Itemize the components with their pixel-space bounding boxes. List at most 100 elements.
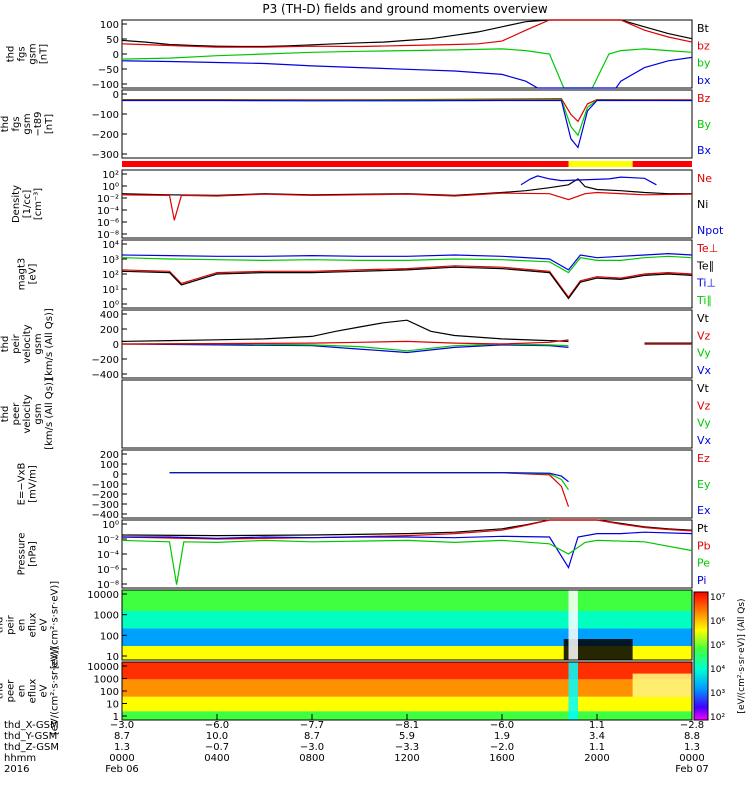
legend-entry: Vt: [697, 382, 710, 395]
y-axis-label-line: gsm: [33, 403, 44, 424]
y-tick-label: 10²: [102, 170, 119, 181]
y-tick-label: −100: [92, 480, 119, 491]
series-line-Pe: [121, 539, 693, 585]
panel-4: 10⁴ 10³ 10² 10¹ 10⁰ magt3[eV] Te⊥ Te∥ Ti⊥ Ti∥: [17, 239, 718, 311]
y-axis-label: thdpeirenefluxeV[eV/(cm²·s·sr·eV)]: [0, 581, 61, 669]
panel-frame: [121, 519, 693, 589]
x-tick-label: −2.8: [680, 720, 704, 731]
y-tick-label: 10⁰: [102, 182, 119, 193]
y-tick-label: 10⁻⁴: [97, 206, 119, 217]
panel-6: thdpeervelocitygsm[km/s (All Qs)] Vt Vz Vy V…: [0, 378, 712, 450]
colorbar-tick-label: 10⁷: [710, 593, 725, 603]
series-line-Ne: [121, 191, 693, 221]
x-tick-label: 1200: [394, 753, 419, 764]
y-tick-label: −400: [92, 370, 119, 381]
y-axis-label-line: thd: [0, 617, 6, 634]
x-tick-label: −6.0: [490, 720, 514, 731]
y-axis-label: magt3[eV]: [17, 258, 39, 291]
x-tick-label: 5.9: [399, 731, 415, 742]
y-axis-label-line: [km/s (All Qs)]: [44, 308, 55, 380]
legend-entry: Vz: [697, 399, 711, 412]
x-tick-label: −3.0: [110, 720, 134, 731]
mode-bar-segment: [568, 161, 633, 167]
panel-frame: [121, 89, 693, 159]
y-axis-label-line: −t89: [33, 111, 44, 136]
series-line-Vt: [121, 319, 692, 344]
heatmap-patch: [632, 673, 692, 697]
panel-frame: [121, 19, 693, 89]
y-tick-label: 10000: [87, 662, 119, 673]
y-tick-label: −50: [98, 65, 119, 76]
panel-frame: [121, 589, 693, 661]
y-tick-label: 0: [113, 90, 119, 101]
y-axis-label-line: peir: [11, 333, 22, 353]
y-tick-label: 10²: [102, 270, 119, 281]
y-axis-label-line: [km/s (All Qs)]: [44, 378, 55, 450]
legend-entry: Ez: [697, 452, 710, 465]
legend-entry: Vx: [697, 364, 712, 377]
y-tick-label: 0: [113, 50, 119, 61]
x-tick-label: 1600: [489, 753, 514, 764]
y-axis-label-line: gsm: [22, 113, 33, 134]
legend-entry: Ex: [697, 504, 711, 517]
legend-entry: Npot: [697, 224, 724, 237]
y-axis-label-line: thd: [0, 683, 6, 700]
series-line-bx: [121, 56, 693, 89]
series-line-by: [121, 48, 693, 89]
heatmap-patch: [568, 590, 578, 660]
x-tick-label: 0800: [299, 753, 324, 764]
legend-entry: Te∥: [696, 259, 714, 272]
legend-entry: Ti∥: [696, 294, 712, 307]
heatmap-patch: [563, 639, 633, 660]
y-axis-label: thdpeerenefluxeV[eV/(cm²·s·sr·eV)]: [0, 647, 61, 735]
x-tick-label: −3.0: [300, 742, 324, 753]
y-tick-label: 10: [106, 700, 119, 711]
y-axis-label-line: [eV]: [28, 264, 39, 285]
y-tick-label: 10³: [102, 255, 119, 266]
x-row-label: hhmm: [4, 753, 36, 764]
legend-entry: Pb: [697, 539, 711, 552]
y-axis-label-line: [eV/(cm²·s·sr·eV)]: [50, 581, 61, 669]
x-row-label: thd_Y-GSM: [4, 731, 57, 742]
panel-9: 10000 1000 100 10 thdpeirenefluxeV[eV/(cm²·s…: [0, 581, 693, 669]
y-tick-label: 400: [100, 310, 119, 321]
y-axis-label: thdfgsgsm−t89[nT]: [0, 111, 55, 136]
legend-entry: Pe: [697, 557, 710, 570]
y-tick-label: 10000: [87, 590, 119, 601]
y-axis-label-line: peer: [6, 679, 17, 703]
y-tick-label: 10⁰: [102, 520, 119, 531]
y-axis-label-line: [cm⁻³]: [33, 188, 44, 220]
y-tick-label: 100: [100, 460, 119, 471]
y-tick-label: −400: [92, 510, 119, 521]
y-tick-label: 10⁻⁸: [97, 580, 119, 591]
colorbar-tick-label: 10²: [710, 713, 725, 723]
y-axis-label-line: thd: [0, 336, 11, 353]
x-tick-label: −6.0: [205, 720, 229, 731]
y-axis-label-line: fgs: [17, 46, 28, 61]
panel-frame: [121, 169, 693, 239]
legend-entry: by: [697, 57, 711, 70]
series-line-Ti⊥: [121, 252, 693, 271]
heatmap-band: [122, 662, 692, 680]
year-label: 2016: [4, 764, 29, 775]
series-line-Bz: [122, 98, 693, 123]
series-line-Ez: [169, 472, 570, 507]
y-axis-label-line: fgs: [11, 116, 22, 131]
y-axis-label-line: [nT]: [44, 114, 55, 134]
y-tick-label: 10⁻²: [97, 194, 119, 205]
y-axis-label-line: thd: [0, 116, 11, 133]
heatmap-band: [122, 646, 692, 660]
y-tick-label: −100: [92, 110, 119, 121]
y-tick-label: 1: [113, 712, 119, 723]
series-line-bz: [121, 19, 693, 48]
colorbar-tick-label: 10⁵: [710, 641, 725, 651]
panel-2: 0 −100 −200 −300 thdfgsgsm−t89[nT] Bz By Bx: [0, 89, 712, 161]
y-tick-label: 10: [106, 652, 119, 663]
series-line-By: [122, 98, 693, 137]
heatmap-band: [122, 628, 692, 646]
y-tick-label: 0: [113, 340, 119, 351]
y-tick-label: 10⁻²: [97, 535, 119, 546]
legend-entry: Pt: [697, 522, 709, 535]
colorbar-tick-label: 10⁶: [710, 617, 725, 627]
y-axis-label-line: gsm: [28, 43, 39, 64]
